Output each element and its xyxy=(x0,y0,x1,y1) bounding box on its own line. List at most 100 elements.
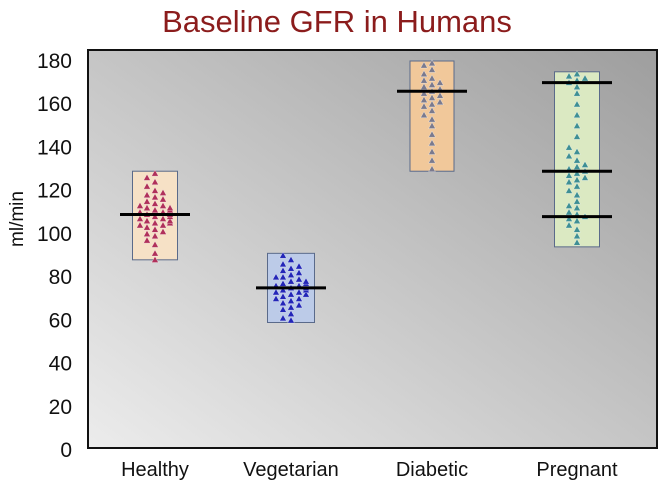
data-point xyxy=(287,303,295,311)
x-category-label: Healthy xyxy=(121,459,189,481)
data-point xyxy=(287,310,295,317)
data-point xyxy=(166,217,174,224)
data-point xyxy=(159,202,167,209)
data-point xyxy=(287,290,295,298)
data-point xyxy=(151,225,159,233)
data-point xyxy=(295,262,303,270)
data-point xyxy=(420,83,428,90)
data-point xyxy=(143,223,151,231)
data-point xyxy=(428,100,436,108)
data-point xyxy=(143,236,151,244)
data-point xyxy=(151,256,159,263)
data-point xyxy=(287,271,295,278)
data-point xyxy=(302,277,310,285)
data-point xyxy=(581,161,589,168)
data-point xyxy=(159,221,167,229)
data-point xyxy=(151,206,159,213)
data-point xyxy=(436,91,444,99)
data-point xyxy=(279,314,287,322)
data-point xyxy=(428,130,436,138)
data-point xyxy=(436,98,444,105)
data-point xyxy=(573,70,581,77)
data-point xyxy=(565,143,573,151)
data-point xyxy=(151,232,159,239)
data-point xyxy=(428,94,436,101)
data-point xyxy=(136,215,144,222)
data-point xyxy=(573,132,581,140)
data-point xyxy=(136,221,144,229)
data-point xyxy=(159,215,167,222)
data-point xyxy=(573,122,581,129)
data-point xyxy=(565,72,573,79)
data-point xyxy=(573,191,581,198)
chart-title: Baseline GFR in Humans xyxy=(162,4,512,39)
y-axis: 0 20 40 60 80 100 120 140 160 180 xyxy=(37,50,72,462)
data-point xyxy=(420,96,428,103)
data-point xyxy=(428,122,436,129)
x-category-label: Vegetarian xyxy=(243,459,339,481)
data-point xyxy=(565,186,573,194)
data-point xyxy=(573,182,581,190)
data-point xyxy=(151,186,159,194)
data-point xyxy=(420,76,428,84)
y-tick-label: 160 xyxy=(37,93,72,116)
y-tick-label: 180 xyxy=(37,50,72,73)
y-tick-label: 120 xyxy=(37,180,72,203)
x-category-label: Diabetic xyxy=(396,459,468,481)
y-tick-label: 60 xyxy=(49,309,72,332)
data-point xyxy=(295,269,303,276)
data-groups xyxy=(120,59,612,324)
data-point xyxy=(295,301,303,309)
x-category-label: Pregnant xyxy=(536,459,618,481)
data-point xyxy=(428,74,436,82)
y-axis-label: ml/min xyxy=(7,191,28,247)
data-point xyxy=(573,156,581,164)
data-point xyxy=(287,264,295,272)
data-point xyxy=(573,238,581,246)
data-point xyxy=(565,171,573,179)
data-point xyxy=(573,176,581,183)
data-point xyxy=(166,204,174,211)
data-point xyxy=(573,204,581,211)
data-point xyxy=(159,189,167,196)
data-point xyxy=(420,89,428,97)
data-point xyxy=(573,83,581,90)
data-point xyxy=(573,197,581,205)
group-healthy xyxy=(120,169,190,263)
data-point xyxy=(420,102,428,110)
data-point xyxy=(279,292,287,300)
data-point xyxy=(287,297,295,304)
data-point xyxy=(565,221,573,229)
data-point xyxy=(420,70,428,77)
data-point xyxy=(573,100,581,108)
y-tick-label: 40 xyxy=(49,353,72,376)
data-point xyxy=(151,178,159,185)
data-point xyxy=(151,219,159,226)
data-point xyxy=(565,215,573,222)
y-tick-label: 80 xyxy=(49,266,72,289)
data-point xyxy=(287,277,295,285)
data-point xyxy=(428,59,436,67)
data-point xyxy=(287,256,295,263)
data-point xyxy=(420,61,428,69)
data-point xyxy=(151,199,159,207)
data-point xyxy=(573,217,581,224)
data-point xyxy=(428,115,436,123)
group-vegetarian xyxy=(256,251,326,324)
data-point xyxy=(151,193,159,201)
data-point xyxy=(428,156,436,164)
y-tick-label: 140 xyxy=(37,136,72,159)
data-point xyxy=(151,169,159,177)
data-point xyxy=(565,152,573,159)
data-point xyxy=(272,273,280,280)
data-point xyxy=(295,288,303,296)
data-point xyxy=(573,111,581,118)
data-point xyxy=(573,89,581,97)
data-point xyxy=(151,240,159,248)
data-point xyxy=(428,65,436,73)
data-point xyxy=(279,251,287,259)
data-point xyxy=(581,173,589,181)
data-point xyxy=(573,232,581,239)
data-point xyxy=(159,228,167,235)
data-point xyxy=(428,106,436,114)
